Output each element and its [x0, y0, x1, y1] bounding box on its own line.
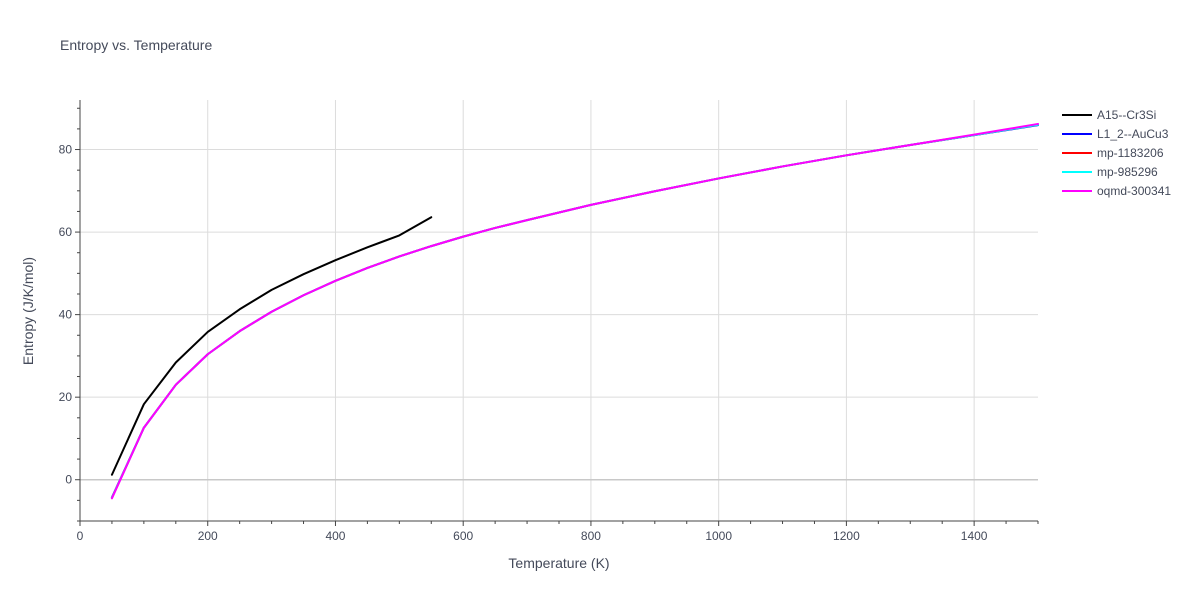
y-tick-label: 80	[59, 143, 73, 157]
chart-title: Entropy vs. Temperature	[60, 37, 212, 53]
series-line-a15-cr3si	[110, 216, 433, 476]
x-axis-title: Temperature (K)	[508, 555, 609, 571]
series-line-l1-2-aucu3	[110, 124, 1039, 499]
series-line-mp-1183206	[110, 123, 1039, 499]
legend-item[interactable]: oqmd-300341	[1062, 184, 1171, 198]
y-axis-title: Entropy (J/K/mol)	[20, 257, 36, 365]
legend-label: A15--Cr3Si	[1097, 108, 1156, 122]
axes	[75, 100, 1039, 526]
legend-label: mp-985296	[1097, 165, 1158, 179]
y-tick-label: 0	[65, 473, 72, 487]
legend-item[interactable]: A15--Cr3Si	[1062, 108, 1156, 122]
series-line-oqmd-300341	[110, 122, 1039, 500]
x-tick-label: 0	[77, 529, 84, 543]
legend-item[interactable]: L1_2--AuCu3	[1062, 127, 1169, 141]
legend-item[interactable]: mp-1183206	[1062, 146, 1164, 160]
x-tick-label: 1000	[705, 529, 732, 543]
x-tick-label: 600	[453, 529, 473, 543]
x-tick-label: 1400	[961, 529, 988, 543]
legend-label: oqmd-300341	[1097, 184, 1171, 198]
series-lines	[110, 122, 1039, 500]
x-tick-label: 1200	[833, 529, 860, 543]
legend-label: mp-1183206	[1097, 146, 1164, 160]
legend-label: L1_2--AuCu3	[1097, 127, 1169, 141]
x-tick-label: 200	[198, 529, 218, 543]
legend-item[interactable]: mp-985296	[1062, 165, 1158, 179]
series-line-mp-985296	[110, 123, 1039, 499]
tick-labels: 0 200 400 600 800 1000 1200 1400 0 20 40 60 80	[59, 143, 988, 543]
y-tick-label: 40	[59, 308, 73, 322]
y-tick-label: 60	[59, 225, 73, 239]
x-tick-label: 800	[581, 529, 601, 543]
grid	[80, 100, 1038, 521]
x-tick-label: 400	[325, 529, 345, 543]
legend[interactable]: A15--Cr3Si L1_2--AuCu3 mp-1183206 mp-985296…	[1062, 108, 1171, 198]
y-tick-label: 20	[59, 390, 73, 404]
